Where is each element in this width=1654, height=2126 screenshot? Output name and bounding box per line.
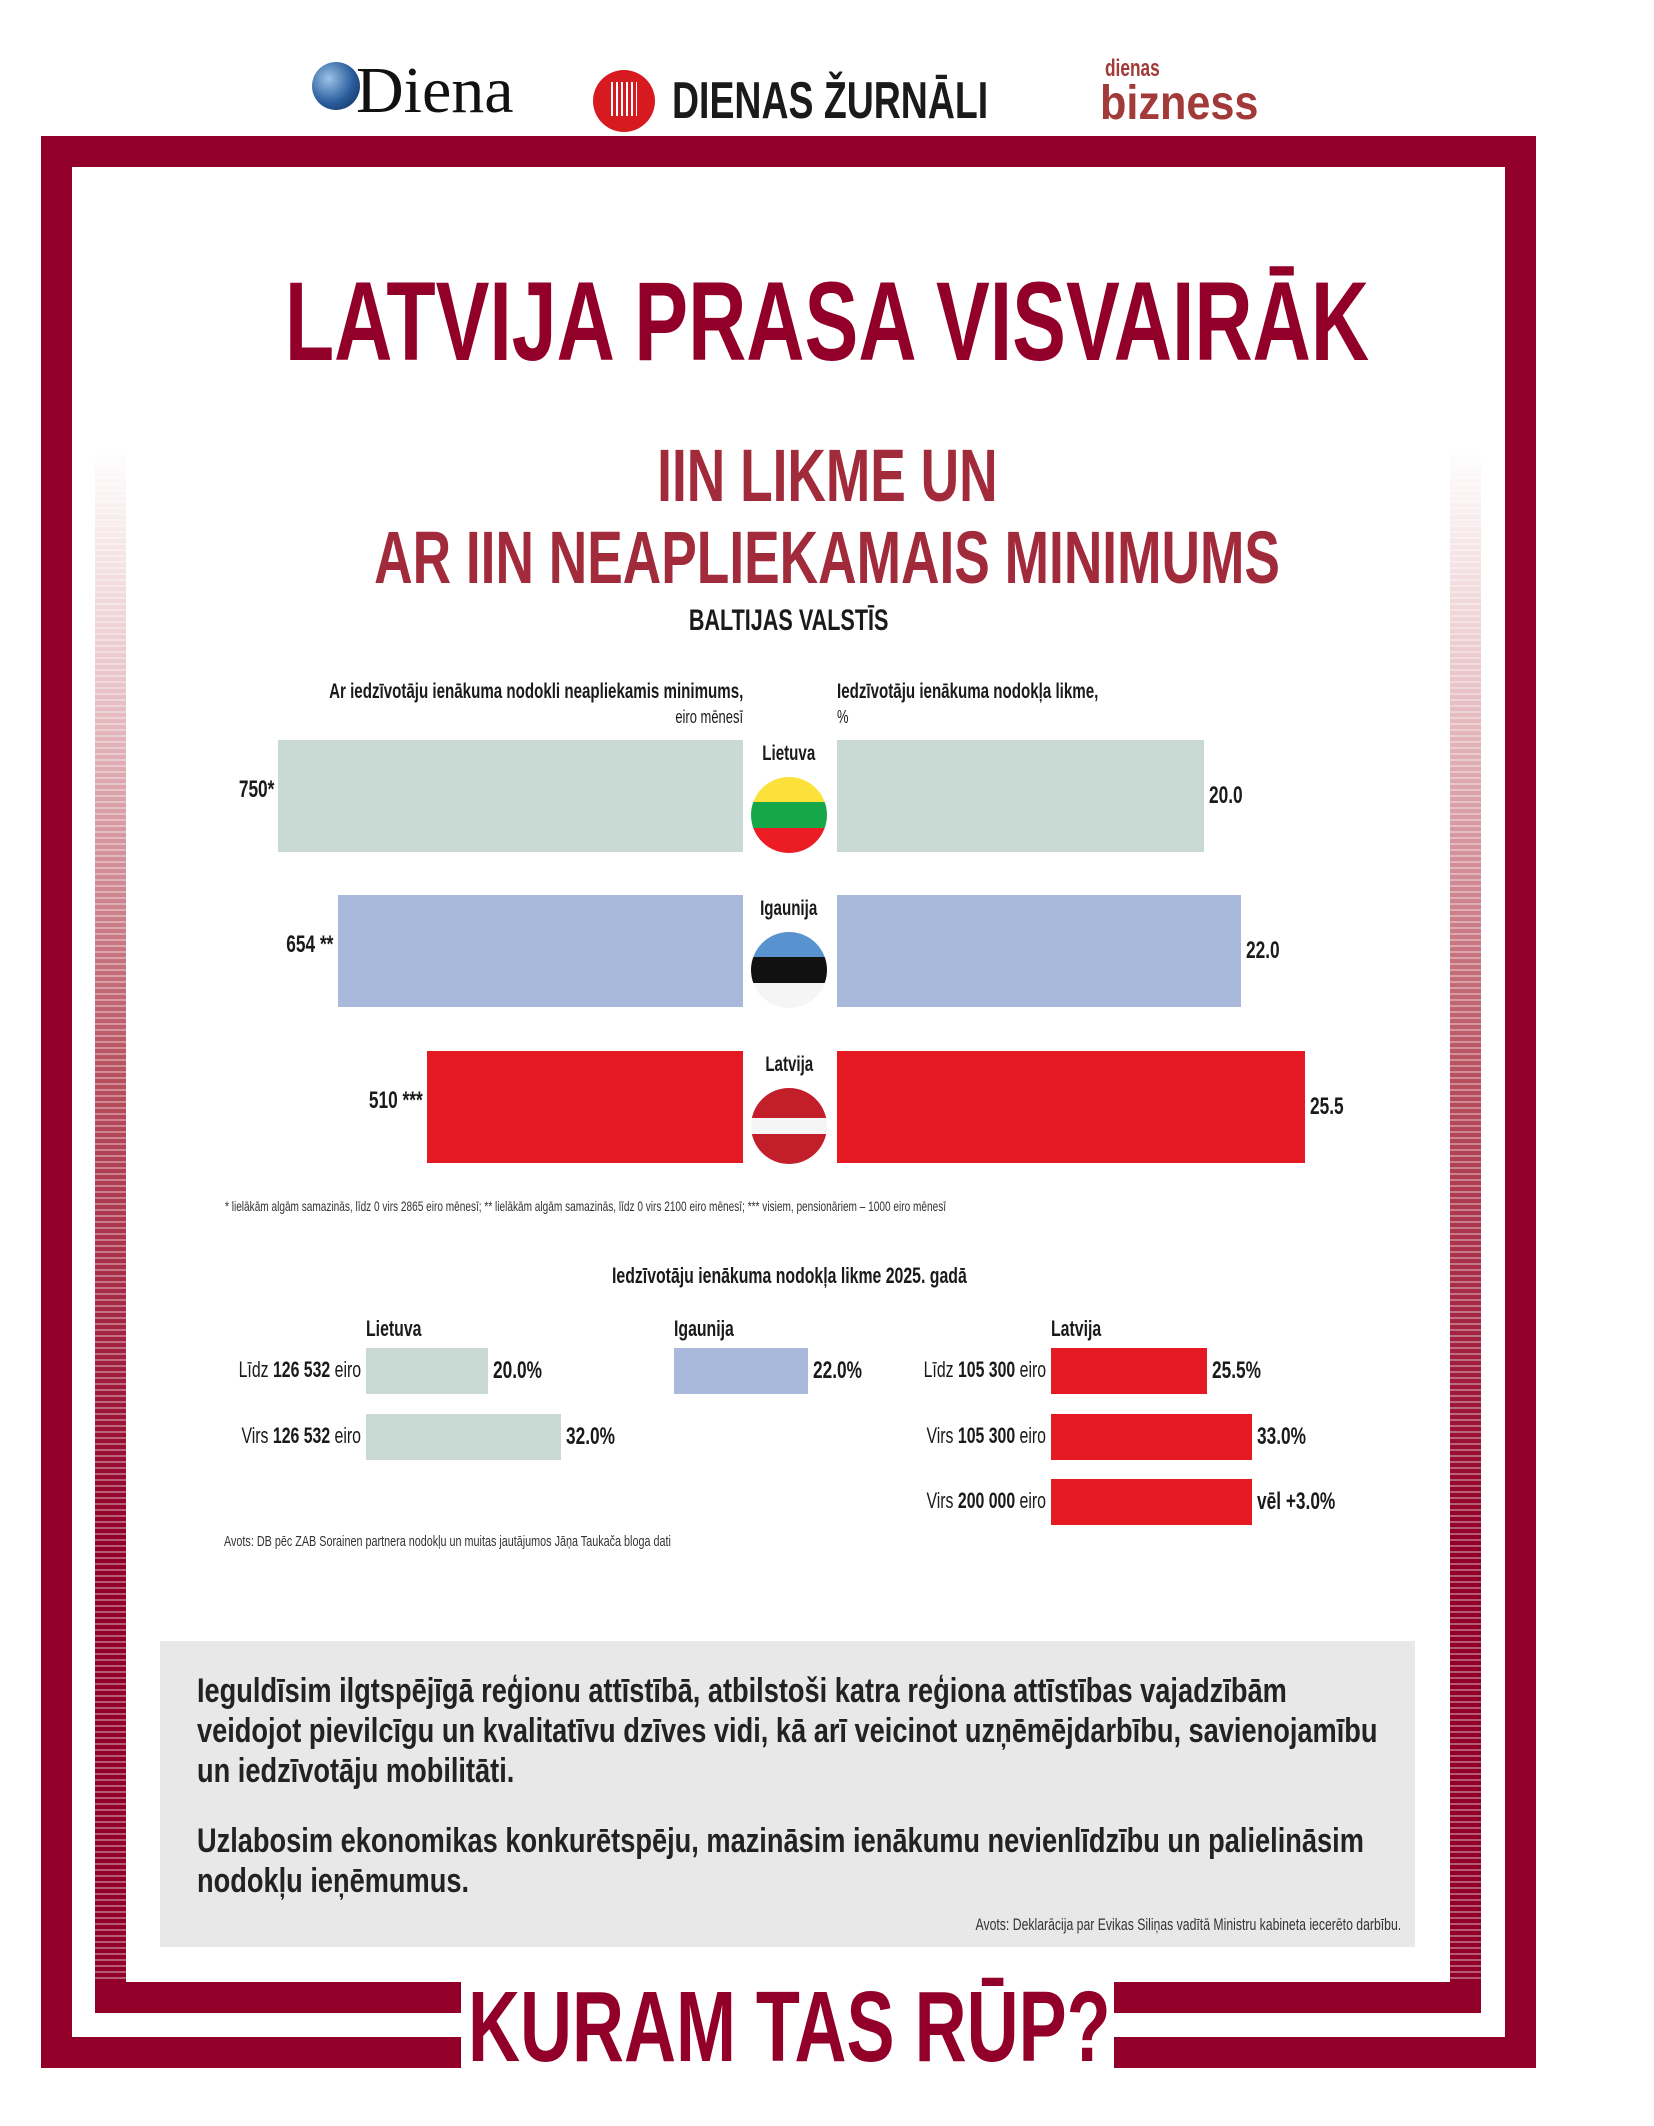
bracket-amount: 126 532 [272,1423,331,1448]
country-label: Lietuva [762,742,816,765]
value-label-rate: 20.0 [1209,782,1243,809]
footer-question: KURAM TAS RŪP? [467,1971,1111,2083]
bar-min-estonia [337,895,743,1007]
bracket-prefix: Līdz [238,1357,269,1382]
country-label: Latvija [765,1053,813,1076]
inner-stripe-right [1450,447,1481,2013]
page-title: LATVIJA PRASA VISVAIRĀK [284,259,1370,384]
dienas-bizness-logo-bottom: bizness [1100,77,1259,130]
rate-bar [366,1414,562,1460]
frame-top [41,136,1536,167]
rate-bar [1051,1348,1207,1394]
dienas-zurnali-logo: DIENAS ŽURNĀLI [672,72,989,130]
group-header: Latvija [1051,1316,1102,1341]
rate-bar [366,1348,488,1394]
chart2-title: Iedzīvotāju ienākuma nodokļa likme 2025.… [611,1263,967,1288]
bar-min-latvia [426,1051,743,1163]
subtitle-line3: BALTIJAS VALSTĪS [689,604,889,637]
bracket-amount: 126 532 [272,1357,331,1382]
country-label: Igaunija [760,897,818,920]
chart2-source: Avots: DB pēc ZAB Sorainen partnera nodo… [224,1533,671,1550]
value-label-rate: 25.5 [1309,1093,1344,1120]
declaration-box: Ieguldīsim ilgtspējīgā reģionu attīstībā… [160,1641,1415,1947]
inner-bottom-right [1114,1982,1481,2013]
rate-label: 22.0% [813,1357,863,1384]
bracket-prefix: Virs [926,1488,954,1513]
right-axis-title: Iedzīvotāju ienākuma nodokļa likme, [837,680,1099,703]
diena-logo: Diena [356,54,514,127]
bracket-suffix: eiro [1019,1488,1046,1513]
chart-footnote: * lielākām algām samazinās, līdz 0 virs … [225,1198,947,1214]
left-axis-unit: eiro mēnesī [675,707,743,727]
group-header: Lietuva [366,1316,422,1341]
rate-label: 20.0% [493,1357,543,1384]
group-header: Igaunija [674,1316,734,1341]
bracket-amount: 105 300 [957,1357,1016,1382]
dienas-bizness-logo-top: dienas [1105,55,1160,82]
bar-rate-estonia [837,895,1241,1007]
bracket-prefix: Virs [926,1423,954,1448]
bracket-suffix: eiro [1019,1357,1046,1382]
rate-bar [1051,1479,1253,1525]
value-label-min: 654 ** [286,931,334,958]
frame-right [1505,136,1536,2068]
value-label-rate: 22.0 [1245,937,1280,964]
value-label-min: 510 *** [369,1087,423,1114]
frame-bottom-left [41,2037,461,2068]
value-label-min: 750* [238,776,274,803]
bracket-suffix: eiro [334,1357,361,1382]
declaration-paragraph-2: Uzlabosim ekonomikas konkurētspēju, mazi… [197,1822,1364,1900]
rate-label: vēl +3.0% [1257,1488,1336,1515]
bar-rate-lithuania [837,740,1204,852]
dienas-zurnali-icon [593,70,655,132]
subtitle-line2: AR IIN NEAPLIEKAMAIS MINIMUMS [374,516,1280,599]
inner-stripe-left [95,447,126,2013]
inner-bottom-left [95,1982,461,2013]
rate-label: 33.0% [1257,1423,1307,1450]
left-axis-title: Ar iedzīvotāju ienākuma nodokli neapliek… [328,680,743,703]
right-axis-unit: % [837,707,849,727]
latvia-flag-icon [751,1088,827,1164]
estonia-flag-icon [751,932,827,1008]
rate-label: 32.0% [566,1423,616,1450]
rate-bar [1051,1414,1253,1460]
bracket-amount: 200 000 [957,1488,1016,1513]
declaration-paragraph-1: Ieguldīsim ilgtspējīgā reģionu attīstībā… [197,1672,1378,1790]
declaration-source: Avots: Deklarācija par Evikas Siliņas va… [975,1915,1401,1934]
frame-left [41,136,72,2068]
globe-icon [312,62,360,110]
bracket-suffix: eiro [1019,1423,1046,1448]
rate-label: 25.5% [1211,1357,1261,1384]
bracket-amount: 105 300 [957,1423,1016,1448]
bracket-prefix: Virs [241,1423,269,1448]
subtitle-line1: IIN LIKME UN [656,434,998,517]
lithuania-flag-icon [751,777,827,853]
bar-rate-latvia [837,1051,1305,1163]
frame-bottom-right [1114,2037,1536,2068]
rate-bar [674,1348,809,1394]
bracket-prefix: Līdz [923,1357,954,1382]
bar-min-lithuania [278,740,743,852]
bracket-suffix: eiro [334,1423,361,1448]
